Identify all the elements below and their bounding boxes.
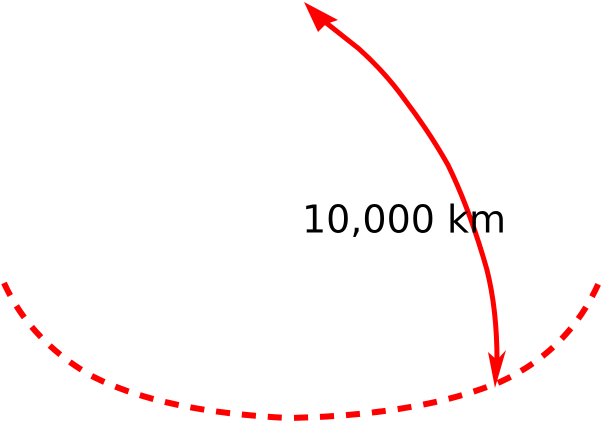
distance-label: 10,000 km: [302, 198, 506, 242]
equator-arc: [1, 278, 601, 422]
arrow-head-bottom: [488, 350, 506, 388]
arrow-head-top: [304, 2, 338, 32]
meridian-arc: [318, 16, 500, 361]
